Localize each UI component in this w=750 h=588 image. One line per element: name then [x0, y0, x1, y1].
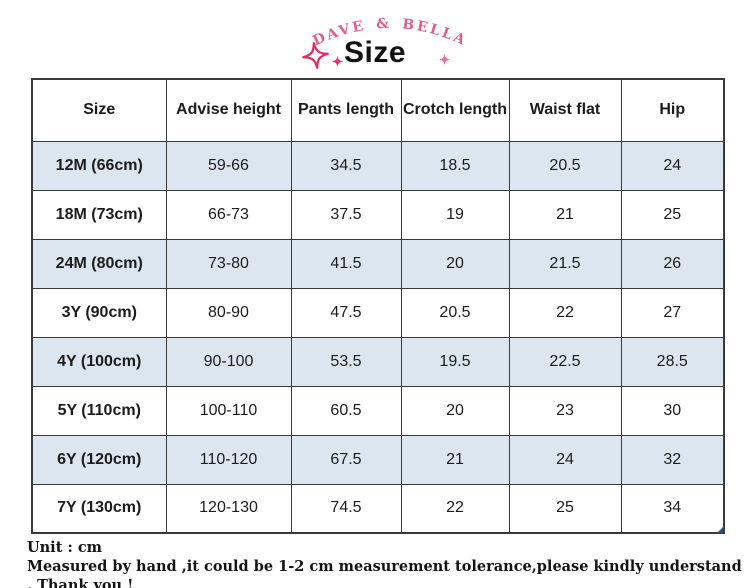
size-table: Size Advise height Pants length Crotch leng…	[31, 78, 725, 534]
measurement-cell: 25	[620, 189, 725, 240]
measurement-cell: 59-66	[165, 140, 292, 191]
measurement-cell: 22	[508, 287, 622, 338]
table-row: 5Y (110cm) 100-110 60.5 20 23 30	[31, 385, 725, 436]
measurement-cell: 74.5	[290, 483, 402, 534]
measurement-cell: 23	[508, 385, 622, 436]
size-label-cell: 3Y (90cm)	[31, 287, 167, 338]
measurement-cell: 73-80	[165, 238, 292, 289]
measurement-cell: 66-73	[165, 189, 292, 240]
measurement-cell: 21.5	[508, 238, 622, 289]
measurement-cell: 32	[620, 434, 725, 485]
unit-note: Unit : cm	[27, 539, 103, 556]
measurement-cell: 110-120	[165, 434, 292, 485]
measurement-cell: 26	[620, 238, 725, 289]
measurement-cell: 100-110	[165, 385, 292, 436]
size-label-cell: 18M (73cm)	[31, 189, 167, 240]
size-label-cell: 24M (80cm)	[31, 238, 167, 289]
measurement-cell: 90-100	[165, 336, 292, 387]
measurement-cell: 22	[400, 483, 510, 534]
measurement-cell: 24	[508, 434, 622, 485]
table-row: 24M (80cm) 73-80 41.5 20 21.5 26	[31, 238, 725, 289]
table-header-cell: Waist flat	[508, 78, 622, 142]
measurement-cell: 60.5	[290, 385, 402, 436]
table-row: 12M (66cm) 59-66 34.5 18.5 20.5 24	[31, 140, 725, 191]
measurement-cell: 34	[620, 483, 725, 534]
measurement-cell: 47.5	[290, 287, 402, 338]
measurement-cell: 20	[400, 385, 510, 436]
measurement-cell: 53.5	[290, 336, 402, 387]
sparkle-outline-icon	[302, 42, 329, 69]
measurement-cell: 20.5	[400, 287, 510, 338]
header-row: Size Advise height Pants length Crotch leng…	[31, 78, 725, 142]
size-table-body: 12M (66cm) 59-66 34.5 18.5 20.5 24 18M (73cm) 6…	[31, 140, 725, 534]
measurement-cell: 19	[400, 189, 510, 240]
footer-notes: Unit : cm Measured by hand ,it could be …	[27, 538, 747, 588]
header: DAVE & BELLA Size	[0, 0, 750, 78]
table-row: 18M (73cm) 66-73 37.5 19 21 25	[31, 189, 725, 240]
measurement-cell: 80-90	[165, 287, 292, 338]
size-table-head: Size Advise height Pants length Crotch leng…	[31, 78, 725, 142]
table-row: 3Y (90cm) 80-90 47.5 20.5 22 27	[31, 287, 725, 338]
sparkle-filled-icon	[331, 55, 344, 68]
measurement-cell: 27	[620, 287, 725, 338]
measurement-cell: 19.5	[400, 336, 510, 387]
size-label-cell: 5Y (110cm)	[31, 385, 167, 436]
measurement-cell: 41.5	[290, 238, 402, 289]
size-label-cell: 7Y (130cm)	[31, 483, 167, 534]
sparkle-right-icon	[438, 53, 451, 66]
table-row: 6Y (120cm) 110-120 67.5 21 24 32	[31, 434, 725, 485]
measurement-cell: 37.5	[290, 189, 402, 240]
measurement-cell: 34.5	[290, 140, 402, 191]
table-header-cell: Pants length	[290, 78, 402, 142]
size-label-cell: 12M (66cm)	[31, 140, 167, 191]
measurement-cell: 28.5	[620, 336, 725, 387]
measurement-cell: 21	[400, 434, 510, 485]
selection-handle	[717, 527, 723, 533]
table-header-cell: Crotch length	[400, 78, 510, 142]
measurement-cell: 20.5	[508, 140, 622, 191]
table-header-cell: Hip	[620, 78, 725, 142]
size-label-cell: 4Y (100cm)	[31, 336, 167, 387]
brand-logo: DAVE & BELLA	[310, 16, 467, 50]
measurement-cell: 25	[508, 483, 622, 534]
tolerance-note: Measured by hand ,it could be 1-2 cm mea…	[27, 558, 742, 588]
table-row: 7Y (130cm) 120-130 74.5 22 25 34	[31, 483, 725, 534]
measurement-cell: 24	[620, 140, 725, 191]
measurement-cell: 67.5	[290, 434, 402, 485]
table-row: 4Y (100cm) 90-100 53.5 19.5 22.5 28.5	[31, 336, 725, 387]
measurement-cell: 22.5	[508, 336, 622, 387]
size-label-cell: 6Y (120cm)	[31, 434, 167, 485]
measurement-cell: 20	[400, 238, 510, 289]
page-title: Size	[343, 36, 407, 69]
measurement-cell: 18.5	[400, 140, 510, 191]
table-header-cell: Size	[31, 78, 167, 142]
measurement-cell: 30	[620, 385, 725, 436]
table-header-cell: Advise height	[165, 78, 292, 142]
measurement-cell: 21	[508, 189, 622, 240]
measurement-cell: 120-130	[165, 483, 292, 534]
